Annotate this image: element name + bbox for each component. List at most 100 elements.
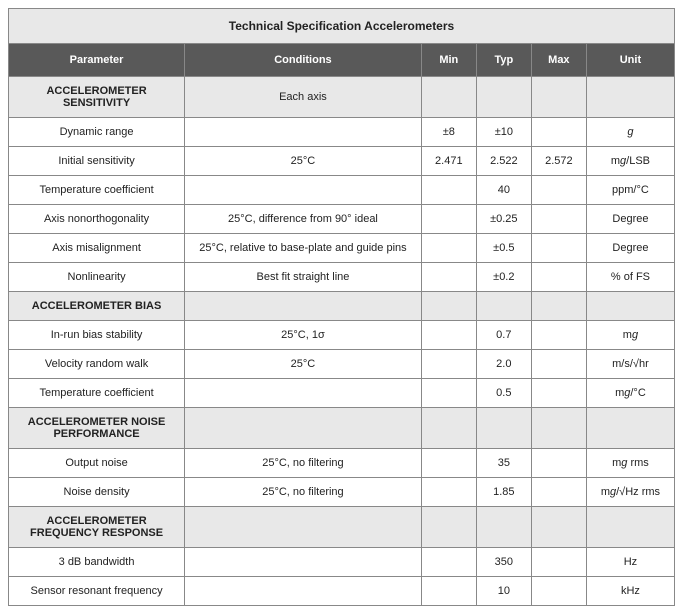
cell-typ: 35 [476,449,531,478]
cell-cond [185,548,422,577]
cell-max [531,379,586,408]
cell-unit [586,77,674,118]
cell-typ: ±0.2 [476,263,531,292]
cell-typ [476,292,531,321]
cell-min [421,577,476,606]
cell-max [531,205,586,234]
cell-max [531,263,586,292]
cell-min [421,263,476,292]
data-row: Initial sensitivity25°C2.4712.5222.572mg… [9,147,675,176]
cell-cond [185,507,422,548]
cell-unit: % of FS [586,263,674,292]
cell-cond: 25°C, no filtering [185,478,422,507]
cell-param: ACCELEROMETER BIAS [9,292,185,321]
cell-typ: 2.0 [476,350,531,379]
cell-typ: 40 [476,176,531,205]
cell-max [531,478,586,507]
cell-min [421,176,476,205]
cell-param: Output noise [9,449,185,478]
cell-param: Axis misalignment [9,234,185,263]
cell-min [421,77,476,118]
cell-unit: mg/√Hz rms [586,478,674,507]
cell-unit: mg/°C [586,379,674,408]
cell-typ: ±0.5 [476,234,531,263]
cell-cond [185,292,422,321]
data-row: 3 dB bandwidth 350 Hz [9,548,675,577]
col-typ: Typ [476,44,531,77]
cell-unit: g [586,118,674,147]
data-row: Temperature coefficient40ppm/°C [9,176,675,205]
cell-param: 3 dB bandwidth [9,548,185,577]
cell-param: Axis nonorthogonality [9,205,185,234]
cell-typ [476,507,531,548]
col-max: Max [531,44,586,77]
cell-typ: 350 [476,548,531,577]
cell-min [421,321,476,350]
cell-max [531,449,586,478]
cell-typ [476,77,531,118]
cell-cond [185,408,422,449]
data-row: Temperature coefficient0.5mg/°C [9,379,675,408]
cell-max [531,321,586,350]
cell-unit: mg [586,321,674,350]
cell-typ: ±10 [476,118,531,147]
cell-min [421,478,476,507]
cell-max [531,118,586,147]
cell-cond: 25°C, 1σ [185,321,422,350]
data-row: In-run bias stability25°C, 1σ 0.7 mg [9,321,675,350]
col-min: Min [421,44,476,77]
cell-typ: 2.522 [476,147,531,176]
cell-unit: mg/LSB [586,147,674,176]
cell-param: ACCELEROMETER SENSITIVITY [9,77,185,118]
spec-table: Technical Specification Accelerometers P… [8,8,675,606]
cell-min [421,292,476,321]
cell-unit [586,292,674,321]
cell-param: ACCELEROMETER NOISE PERFORMANCE [9,408,185,449]
cell-max: 2.572 [531,147,586,176]
cell-cond [185,379,422,408]
cell-cond [185,577,422,606]
cell-min [421,205,476,234]
cell-param: Nonlinearity [9,263,185,292]
table-body: ACCELEROMETER SENSITIVITYEach axisDynami… [9,77,675,606]
cell-max [531,577,586,606]
col-parameter: Parameter [9,44,185,77]
data-row: NonlinearityBest fit straight line ±0.2 % … [9,263,675,292]
cell-typ: 0.5 [476,379,531,408]
cell-typ: 0.7 [476,321,531,350]
cell-max [531,234,586,263]
data-row: Dynamic range±8±10g [9,118,675,147]
section-row: ACCELEROMETER BIAS [9,292,675,321]
cell-cond: 25°C [185,350,422,379]
cell-max [531,507,586,548]
cell-max [531,548,586,577]
section-row: ACCELEROMETER SENSITIVITYEach axis [9,77,675,118]
table-title: Technical Specification Accelerometers [9,9,675,44]
cell-param: Velocity random walk [9,350,185,379]
cell-min [421,234,476,263]
cell-param: Sensor resonant frequency [9,577,185,606]
cell-max [531,77,586,118]
cell-typ: 10 [476,577,531,606]
cell-typ: 1.85 [476,478,531,507]
cell-unit: Degree [586,234,674,263]
cell-cond: 25°C [185,147,422,176]
cell-min [421,449,476,478]
cell-unit: kHz [586,577,674,606]
cell-max [531,176,586,205]
cell-param: Initial sensitivity [9,147,185,176]
cell-unit: Hz [586,548,674,577]
cell-unit: mg rms [586,449,674,478]
cell-cond: 25°C, no filtering [185,449,422,478]
section-row: ACCELEROMETER NOISE PERFORMANCE [9,408,675,449]
cell-cond: Best fit straight line [185,263,422,292]
cell-cond [185,118,422,147]
cell-param: In-run bias stability [9,321,185,350]
cell-param: ACCELEROMETER FREQUENCY RESPONSE [9,507,185,548]
cell-unit [586,507,674,548]
cell-unit: m/s/√hr [586,350,674,379]
cell-typ: ±0.25 [476,205,531,234]
table-header-row: Parameter Conditions Min Typ Max Unit [9,44,675,77]
cell-unit: Degree [586,205,674,234]
cell-cond: 25°C, relative to base-plate and guide p… [185,234,422,263]
